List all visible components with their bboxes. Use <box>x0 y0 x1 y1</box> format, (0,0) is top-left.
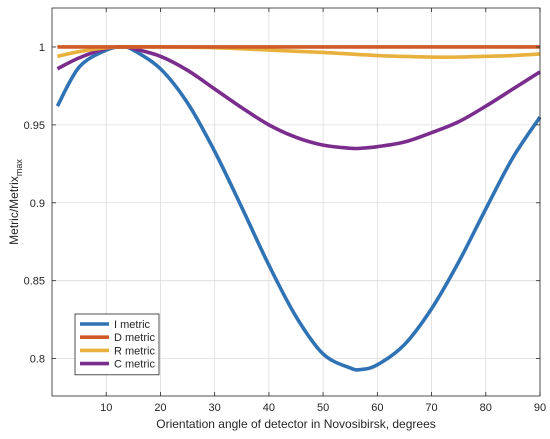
plot-area-frame <box>51 7 541 397</box>
legend-label-d-metric: D metric <box>114 332 155 344</box>
y-axis-title-subscript: max <box>14 159 24 177</box>
x-tick-label: 60 <box>371 402 383 414</box>
axis-ticks: 10 20 30 40 50 60 70 80 90 0.8 0.85 0.9 0.95 1 <box>24 8 546 414</box>
y-tick-label: 1 <box>39 42 45 54</box>
y-tick-label: 0.85 <box>24 276 45 288</box>
x-tick-label: 70 <box>425 402 437 414</box>
x-tick-label: 80 <box>480 402 492 414</box>
x-tick-label: 20 <box>154 402 166 414</box>
x-tick-label: 40 <box>263 402 275 414</box>
series-line-c-metric <box>56 45 541 151</box>
y-axis-title-main: Metric/Metrix <box>7 176 21 245</box>
legend-label-c-metric: C metric <box>114 359 155 371</box>
x-tick-label: 90 <box>534 402 546 414</box>
y-tick-label: 0.95 <box>24 120 45 132</box>
y-axis-title: Metric/Metrixmax <box>7 159 24 245</box>
x-axis-title: Orientation angle of detector in Novosib… <box>156 417 436 431</box>
x-tick-label: 50 <box>317 402 329 414</box>
x-tick-label: 10 <box>100 402 112 414</box>
legend-label-i-metric: I metric <box>114 319 151 331</box>
y-tick-label: 0.8 <box>30 354 45 366</box>
y-tick-label: 0.9 <box>30 198 45 210</box>
x-tick-label: 30 <box>209 402 221 414</box>
series-lines <box>55 45 542 372</box>
legend-label-r-metric: R metric <box>114 345 155 357</box>
